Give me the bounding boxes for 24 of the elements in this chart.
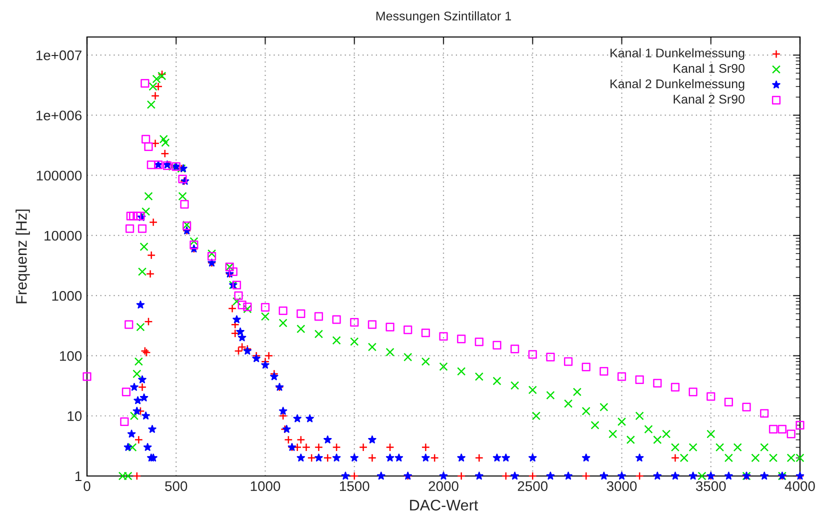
x-tick-label: 3000 xyxy=(606,481,637,492)
x-tick-label: 1500 xyxy=(340,481,370,492)
y-tick-label: 10000 xyxy=(44,230,82,241)
y-tick-label: 1e+007 xyxy=(36,50,82,60)
y-tick-label: 100 xyxy=(60,351,82,361)
y-tick-label: 1000 xyxy=(52,290,82,301)
legend-label: Kanal 2 Dunkelmessung xyxy=(610,79,744,91)
x-tick-label: 1000 xyxy=(250,481,280,492)
x-tick-label: 2000 xyxy=(428,481,458,492)
y-axis-title: Frequenz [Hz] xyxy=(16,210,30,304)
x-tick-label: 3500 xyxy=(696,481,726,492)
chart-title: Messungen Szintillator 1 xyxy=(376,11,511,23)
legend-label: Kanal 2 Sr90 xyxy=(674,94,745,104)
legend-label: Kanal 1 Dunkelmessung xyxy=(610,48,744,60)
x-tick-label: 500 xyxy=(165,481,188,492)
x-tick-label: 2500 xyxy=(518,481,548,492)
y-tick-label: 1 xyxy=(75,471,82,482)
legend-label: Kanal 1 Sr90 xyxy=(674,64,745,73)
x-axis-title: DAC-Wert xyxy=(410,500,478,511)
y-tick-label: 10 xyxy=(68,411,82,422)
x-tick-label: 0 xyxy=(84,481,90,492)
y-tick-label: 1e+006 xyxy=(36,110,82,120)
y-tick-label: 100000 xyxy=(36,170,82,181)
x-tick-label: 4000 xyxy=(784,481,815,492)
